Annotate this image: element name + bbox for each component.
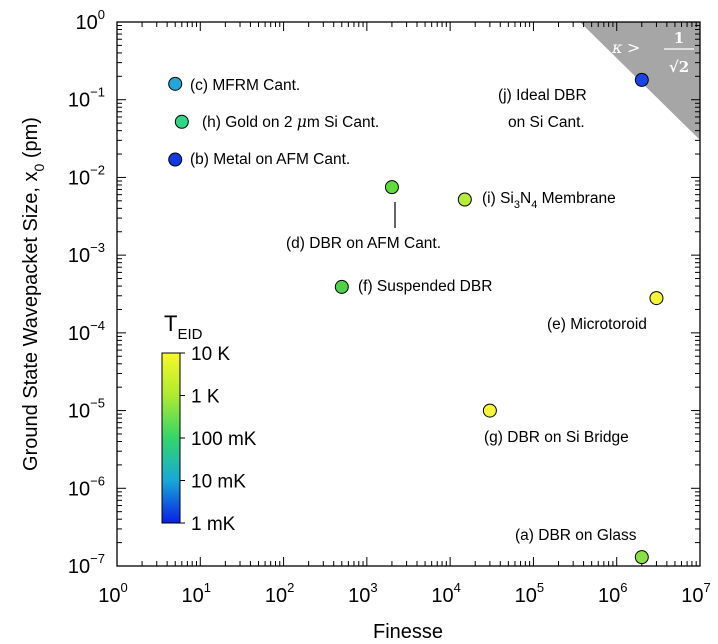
colorbar-label: 10 mK (191, 472, 246, 493)
data-point (174, 114, 189, 129)
point-label-f: (f) Suspended DBR (358, 278, 492, 295)
y-tick-label: 10−5 (68, 396, 105, 423)
point-label-i: (i) Si3N4 Membrane (482, 190, 616, 211)
colorbar-gradient (161, 352, 181, 524)
colorbar-label: 1 K (191, 387, 220, 408)
colorbar-label: 10 K (191, 344, 230, 365)
y-tick-label: 10−6 (68, 473, 105, 500)
x-tick-label: 105 (515, 580, 544, 607)
y-tick-label: 100 (76, 7, 105, 34)
data-point (168, 76, 183, 91)
point-label-b: (b) Metal on AFM Cant. (190, 151, 350, 168)
y-tick-label: 10−1 (68, 85, 105, 112)
data-points (168, 72, 664, 565)
y-tick-label: 10−4 (68, 318, 105, 345)
y-tick-label: 10−2 (68, 162, 105, 189)
data-point (334, 279, 349, 294)
point-label-j-line2: on Si Cant. (508, 114, 585, 131)
kappa-annotation: κ > 1 √2 (611, 29, 694, 76)
svg-text:κ: κ (611, 38, 623, 57)
point-label-d: (d) DBR on AFM Cant. (286, 235, 441, 252)
point-label-e: (e) Microtoroid (547, 316, 647, 333)
x-tick-label: 101 (182, 580, 211, 607)
x-tick-label: 103 (348, 580, 377, 607)
colorbar-title: TEID (164, 311, 203, 343)
svg-text:1: 1 (674, 29, 684, 47)
colorbar: TEID 10 K 1 K 100 mK 10 mK 1 mK (161, 311, 257, 535)
svg-text:√2: √2 (669, 58, 689, 76)
x-tick-label: 102 (265, 580, 294, 607)
x-tick-label: 100 (98, 580, 127, 607)
data-point (634, 550, 649, 565)
svg-text:>: > (627, 38, 640, 57)
x-tick-label: 104 (431, 580, 460, 607)
plot-frame (116, 21, 701, 567)
x-tick-labels: 100 101 102 103 104 105 106 107 (98, 580, 710, 607)
x-tick-label: 106 (598, 580, 627, 607)
data-point (634, 72, 649, 87)
point-label-a: (a) DBR on Glass (515, 527, 637, 544)
data-point (457, 192, 472, 207)
y-tick-label: 10−3 (68, 240, 105, 267)
colorbar-label: 1 mK (191, 514, 236, 535)
data-point (384, 180, 399, 195)
axis-ticks (116, 21, 701, 567)
y-tick-label: 10−7 (68, 551, 105, 578)
point-label-h: (h) Gold on 2 μm Si Cant. (202, 113, 379, 131)
y-tick-labels: 10−7 10−6 10−5 10−4 10−3 10−2 10−1 100 (68, 7, 105, 578)
point-label-c: (c) MFRM Cant. (190, 77, 300, 94)
data-point (482, 403, 497, 418)
point-label-g: (g) DBR on Si Bridge (484, 429, 629, 446)
colorbar-label: 100 mK (191, 429, 257, 450)
data-point (168, 152, 183, 167)
x-axis-title: Finesse (373, 621, 443, 643)
x-tick-label: 107 (681, 580, 710, 607)
colorbar-labels: 10 K 1 K 100 mK 10 mK 1 mK (180, 344, 257, 535)
point-label-j-line1: (j) Ideal DBR (498, 87, 587, 104)
data-point (649, 291, 664, 306)
y-axis-title: Ground State Wavepacket Size, x0 (pm) (20, 117, 47, 471)
